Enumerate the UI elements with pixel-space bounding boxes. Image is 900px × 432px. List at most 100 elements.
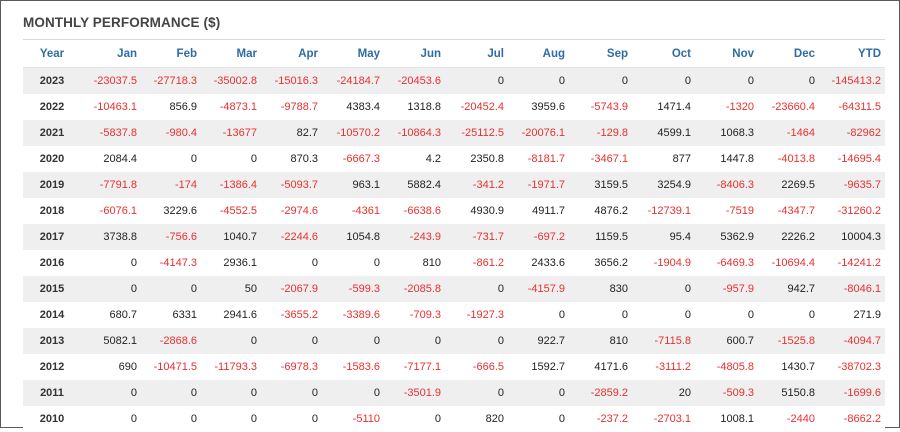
value-cell-aug: -20076.1	[508, 120, 569, 146]
value-cell-jun: -20453.6	[384, 68, 445, 95]
year-cell: 2014	[23, 302, 81, 328]
column-header-ytd: YTD	[819, 41, 885, 68]
value-cell-feb: -756.6	[141, 224, 201, 250]
column-header-oct: Oct	[632, 41, 695, 68]
value-cell-may: 1054.8	[322, 224, 384, 250]
value-cell-may: 0	[322, 250, 384, 276]
value-cell-sep: 3159.5	[569, 172, 632, 198]
value-cell-jan: 0	[81, 250, 141, 276]
value-cell-dec: -23660.4	[758, 94, 819, 120]
value-cell-may: -3389.6	[322, 302, 384, 328]
value-cell-mar: 50	[201, 276, 261, 302]
value-cell-oct: -3111.2	[632, 354, 695, 380]
value-cell-feb: 0	[141, 146, 201, 172]
value-cell-dec: 1430.7	[758, 354, 819, 380]
value-cell-may: 4383.4	[322, 94, 384, 120]
value-cell-ytd: -1699.6	[819, 380, 885, 406]
value-cell-mar: -35002.8	[201, 68, 261, 95]
value-cell-nov: 600.7	[695, 328, 758, 354]
value-cell-jul: -25112.5	[445, 120, 508, 146]
year-cell: 2019	[23, 172, 81, 198]
column-header-feb: Feb	[141, 41, 201, 68]
value-cell-dec: -10694.4	[758, 250, 819, 276]
value-cell-may: -6667.3	[322, 146, 384, 172]
value-cell-aug: -8181.7	[508, 146, 569, 172]
value-cell-apr: 0	[261, 250, 322, 276]
value-cell-jan: -6076.1	[81, 198, 141, 224]
title-divider	[23, 39, 885, 40]
value-cell-mar: 1040.7	[201, 224, 261, 250]
value-cell-mar: -4552.5	[201, 198, 261, 224]
value-cell-oct: 4599.1	[632, 120, 695, 146]
value-cell-nov: 1068.3	[695, 120, 758, 146]
value-cell-jun: 810	[384, 250, 445, 276]
value-cell-ytd: -9635.7	[819, 172, 885, 198]
value-cell-sep: 4876.2	[569, 198, 632, 224]
year-cell: 2017	[23, 224, 81, 250]
value-cell-jul: -666.5	[445, 354, 508, 380]
value-cell-feb: -174	[141, 172, 201, 198]
value-cell-mar: -11793.3	[201, 354, 261, 380]
value-cell-aug: 0	[508, 68, 569, 95]
column-header-may: May	[322, 41, 384, 68]
value-cell-aug: -697.2	[508, 224, 569, 250]
value-cell-feb: 0	[141, 406, 201, 432]
value-cell-jun: -709.3	[384, 302, 445, 328]
value-cell-dec: -2440	[758, 406, 819, 432]
value-cell-aug: 922.7	[508, 328, 569, 354]
value-cell-jan: 2084.4	[81, 146, 141, 172]
value-cell-jan: -5837.8	[81, 120, 141, 146]
value-cell-apr: -15016.3	[261, 68, 322, 95]
value-cell-jan: -23037.5	[81, 68, 141, 95]
value-cell-nov: -8406.3	[695, 172, 758, 198]
value-cell-aug: 0	[508, 406, 569, 432]
column-header-jul: Jul	[445, 41, 508, 68]
value-cell-jul: -861.2	[445, 250, 508, 276]
year-cell: 2020	[23, 146, 81, 172]
value-cell-sep: -237.2	[569, 406, 632, 432]
value-cell-feb: 856.9	[141, 94, 201, 120]
value-cell-feb: -4147.3	[141, 250, 201, 276]
value-cell-mar: -1386.4	[201, 172, 261, 198]
column-header-apr: Apr	[261, 41, 322, 68]
value-cell-dec: 5150.8	[758, 380, 819, 406]
table-row: 2023-23037.5-27718.3-35002.8-15016.3-241…	[23, 68, 885, 95]
value-cell-aug: 2433.6	[508, 250, 569, 276]
value-cell-apr: 82.7	[261, 120, 322, 146]
value-cell-oct: -7115.8	[632, 328, 695, 354]
year-cell: 2012	[23, 354, 81, 380]
year-cell: 2021	[23, 120, 81, 146]
value-cell-oct: 1471.4	[632, 94, 695, 120]
value-cell-nov: -4805.8	[695, 354, 758, 380]
value-cell-ytd: -14695.4	[819, 146, 885, 172]
value-cell-ytd: -4094.7	[819, 328, 885, 354]
value-cell-oct: 0	[632, 302, 695, 328]
value-cell-sep: 810	[569, 328, 632, 354]
value-cell-may: 963.1	[322, 172, 384, 198]
value-cell-sep: 3656.2	[569, 250, 632, 276]
value-cell-ytd: -31260.2	[819, 198, 885, 224]
value-cell-jan: 680.7	[81, 302, 141, 328]
value-cell-mar: 2941.6	[201, 302, 261, 328]
column-header-aug: Aug	[508, 41, 569, 68]
value-cell-oct: 20	[632, 380, 695, 406]
value-cell-apr: 0	[261, 406, 322, 432]
column-header-jan: Jan	[81, 41, 141, 68]
value-cell-ytd: -14241.2	[819, 250, 885, 276]
value-cell-jul: -20452.4	[445, 94, 508, 120]
value-cell-dec: 0	[758, 302, 819, 328]
value-cell-apr: -9788.7	[261, 94, 322, 120]
value-cell-apr: -3655.2	[261, 302, 322, 328]
value-cell-mar: 0	[201, 406, 261, 432]
value-cell-jan: 0	[81, 380, 141, 406]
value-cell-jan: -10463.1	[81, 94, 141, 120]
value-cell-jun: -243.9	[384, 224, 445, 250]
value-cell-aug: -4157.9	[508, 276, 569, 302]
